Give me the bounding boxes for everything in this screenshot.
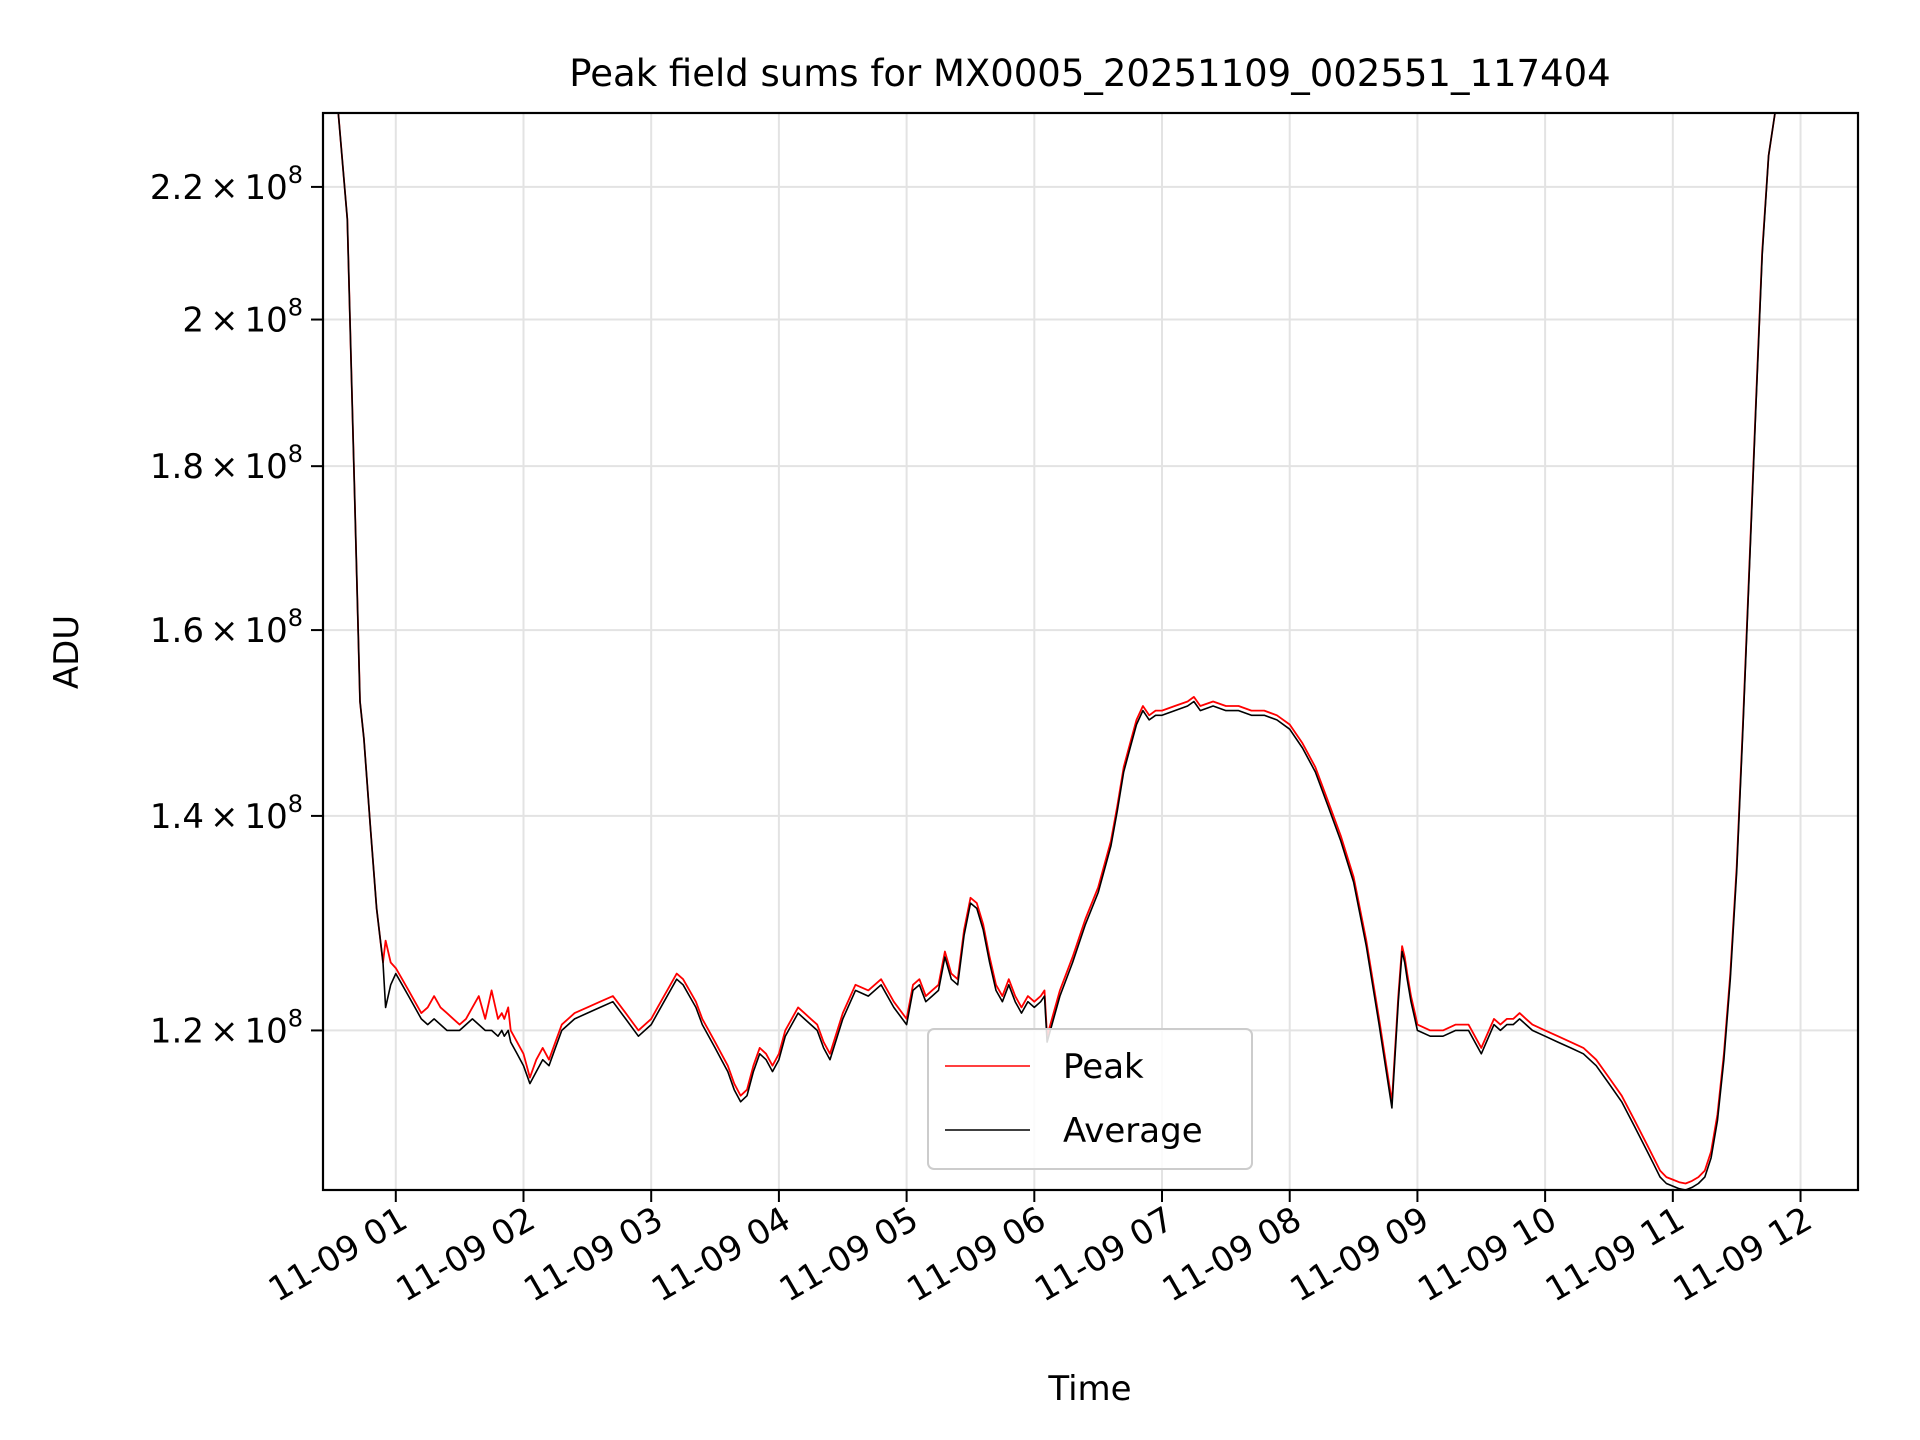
y-axis-label: ADU — [47, 615, 87, 689]
y-tick-label: 2 × 108 — [182, 294, 303, 341]
legend-box — [927, 1028, 1253, 1170]
legend: Peak Average — [927, 1028, 1253, 1170]
legend-label-peak: Peak — [1063, 1047, 1144, 1087]
series-line-average — [323, 113, 1782, 1190]
grid-lines — [323, 113, 1858, 1190]
plot-frame — [321, 111, 1860, 1192]
y-tick-label: 1.4 × 108 — [150, 790, 303, 837]
y-axis: 1.2 × 108 1.4 × 108 1.6 × 108 1.8 × 108 2 × 108 2.2 × 108 — [150, 161, 323, 1051]
series-line-peak — [323, 113, 1782, 1185]
y-tick-label: 1.2 × 108 — [150, 1004, 303, 1051]
y-tick-label: 1.6 × 108 — [150, 604, 303, 651]
legend-label-average: Average — [1063, 1111, 1203, 1151]
plot-area — [323, 113, 1782, 1190]
y-tick-label: 2.2 × 108 — [150, 161, 303, 208]
x-axis-label: Time — [1047, 1369, 1131, 1409]
y-tick-label: 1.8 × 108 — [150, 440, 303, 487]
chart-title: Peak field sums for MX0005_20251109_0025… — [569, 52, 1610, 95]
